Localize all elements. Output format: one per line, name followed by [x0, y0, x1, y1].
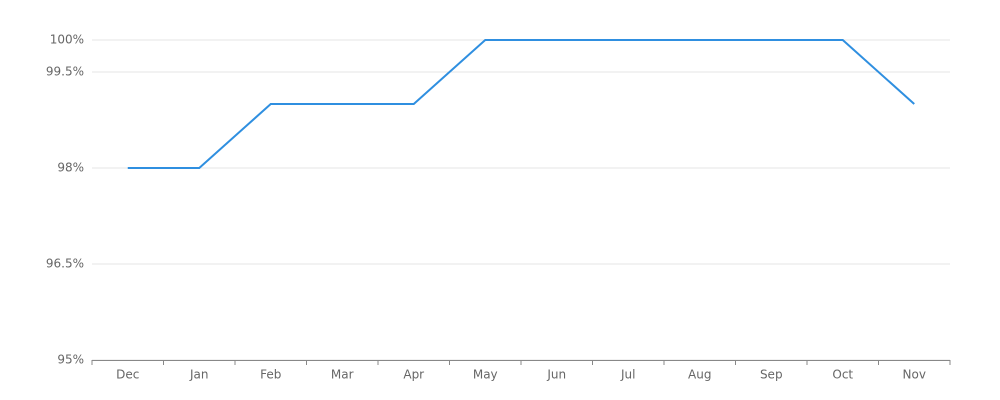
x-tick-label: Oct — [832, 368, 853, 382]
x-tick-label: Jan — [189, 368, 209, 382]
y-tick-label: 95% — [57, 353, 84, 367]
x-tick-label: Feb — [260, 368, 281, 382]
x-tick-label: Mar — [331, 368, 354, 382]
x-tick-label: Sep — [760, 368, 783, 382]
y-tick-label: 100% — [50, 33, 84, 47]
x-tick-label: Jun — [546, 368, 566, 382]
data-line — [127, 39, 915, 169]
y-tick-label: 99.5% — [46, 65, 84, 79]
x-tick-label: May — [473, 368, 498, 382]
x-tick-label: Aug — [688, 368, 711, 382]
x-tick-label: Dec — [116, 368, 139, 382]
y-tick-label: 98% — [57, 161, 84, 175]
x-tick-label: Jul — [620, 368, 635, 382]
x-tick-label: Apr — [403, 368, 424, 382]
x-tick-label: Nov — [903, 368, 926, 382]
y-tick-label: 96.5% — [46, 257, 84, 271]
